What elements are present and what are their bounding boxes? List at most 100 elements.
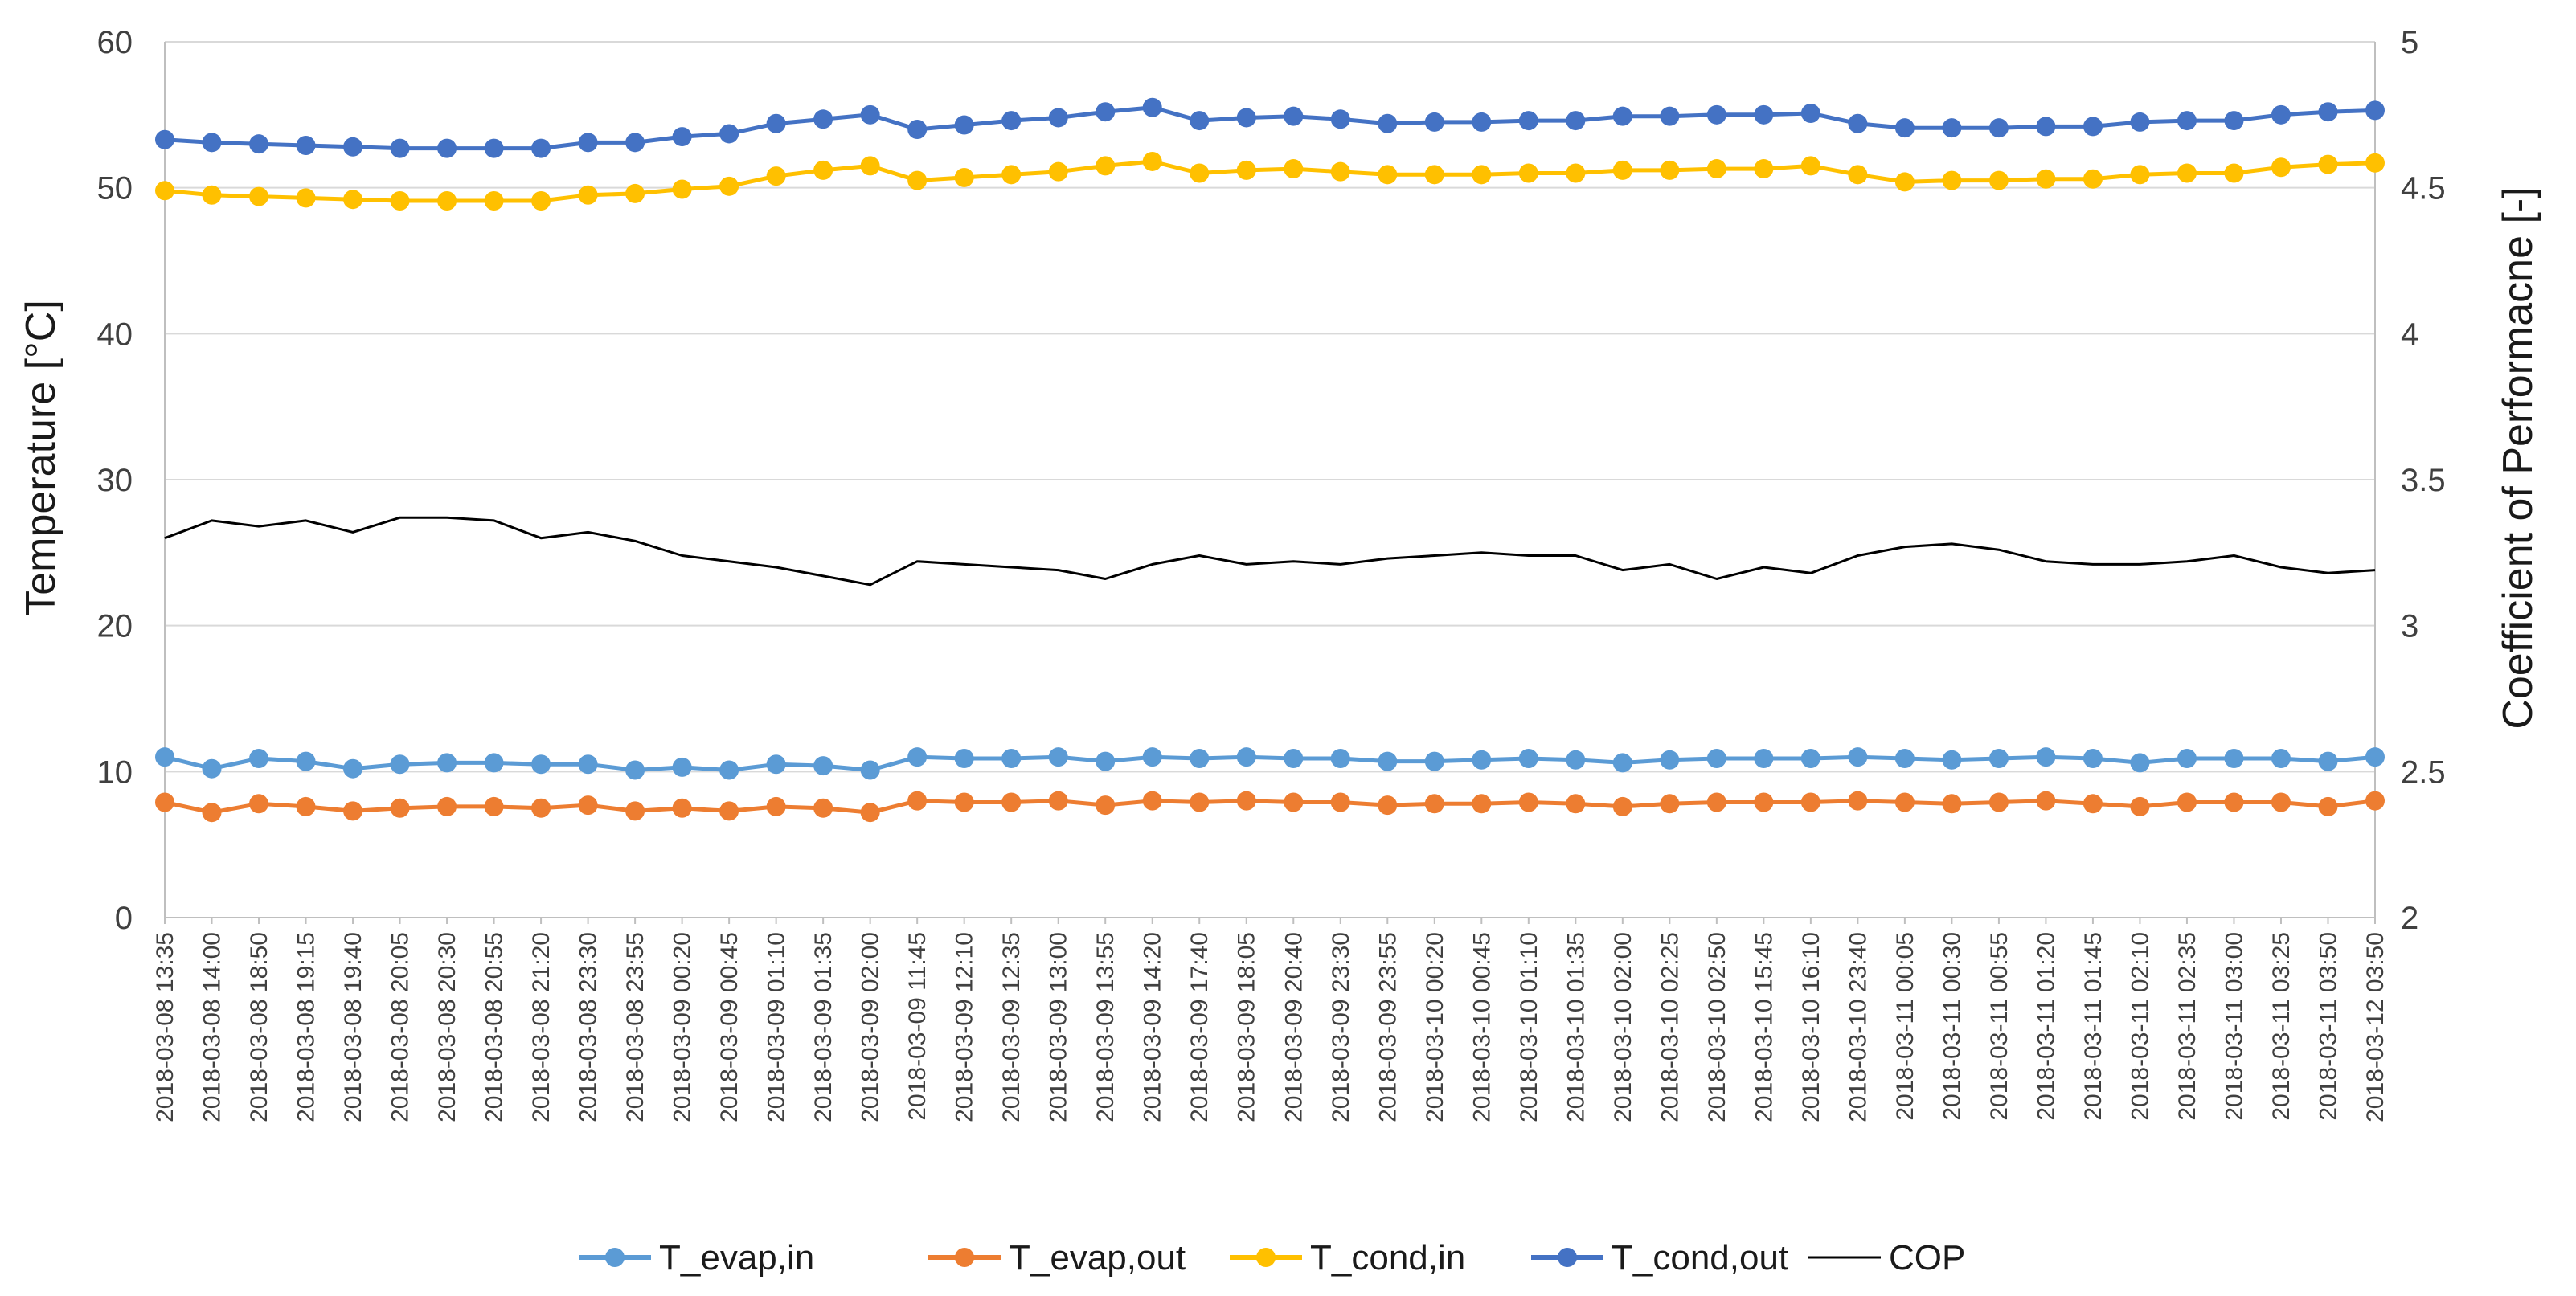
data-point	[1001, 748, 1022, 768]
x-tick-label: 2018-03-11 01:45	[2080, 932, 2107, 1121]
x-tick-label: 2018-03-10 15:45	[1751, 932, 1777, 1122]
data-point	[2177, 163, 2197, 183]
x-tick-label: 2018-03-10 02:50	[1704, 932, 1730, 1122]
data-point	[202, 133, 222, 153]
data-point	[1706, 748, 1726, 768]
data-point	[1424, 165, 1444, 185]
x-tick-label: 2018-03-10 02:25	[1657, 932, 1683, 1122]
legend-item: T_evap,in	[579, 1238, 814, 1278]
x-tick-label: 2018-03-11 02:10	[2127, 932, 2153, 1121]
data-point	[860, 760, 880, 780]
x-tick-label: 2018-03-11 00:30	[1939, 932, 1965, 1121]
data-point	[437, 191, 457, 211]
data-point	[1754, 104, 1774, 125]
data-point	[390, 191, 410, 211]
x-tick-label: 2018-03-11 00:55	[1986, 932, 2013, 1121]
data-point	[2036, 747, 2056, 767]
series-T_evap,out	[155, 791, 2385, 823]
data-point	[202, 803, 222, 823]
data-point	[1988, 792, 2009, 812]
data-point	[249, 748, 269, 768]
data-point	[1754, 792, 1774, 812]
data-point	[1284, 748, 1304, 768]
x-tick-label: 2018-03-09 23:30	[1328, 932, 1354, 1122]
data-point	[625, 760, 645, 780]
data-point	[1942, 750, 1962, 770]
data-point	[1096, 751, 1116, 771]
legend-swatch-marker	[605, 1248, 625, 1267]
data-point	[2224, 748, 2244, 768]
data-point	[1048, 161, 1068, 182]
y-tick-label: 30	[97, 463, 133, 498]
series-line-COP	[164, 516, 2376, 587]
series-T_cond,out	[155, 97, 2385, 158]
data-point	[1096, 156, 1116, 176]
data-point	[860, 803, 880, 823]
data-point	[2365, 791, 2385, 811]
data-point	[1190, 111, 1210, 131]
y2-tick-label: 5	[2401, 25, 2418, 60]
data-point	[1660, 794, 1680, 814]
x-tick-label: 2018-03-12 03:50	[2362, 932, 2389, 1122]
data-point	[296, 796, 316, 816]
data-point	[2130, 796, 2150, 816]
data-point	[2318, 154, 2338, 174]
data-point	[2083, 117, 2103, 137]
data-point	[954, 167, 974, 187]
data-point	[1988, 170, 2009, 190]
x-tick-label: 2018-03-08 20:55	[481, 932, 508, 1122]
data-point	[2365, 747, 2385, 767]
data-point	[2365, 100, 2385, 121]
x-tick-label: 2018-03-09 18:05	[1234, 932, 1260, 1122]
data-point	[343, 758, 363, 779]
data-point	[1942, 170, 1962, 190]
data-point	[2271, 157, 2291, 178]
data-point	[1800, 748, 1820, 768]
data-point	[719, 801, 739, 821]
data-point	[531, 798, 551, 818]
data-point	[2177, 111, 2197, 131]
data-point	[860, 156, 880, 176]
y-axis-ticks: 0 10 20 30 40 50 60	[97, 25, 133, 936]
data-point	[296, 188, 316, 208]
data-point	[2271, 792, 2291, 812]
y2-tick-label: 4	[2401, 317, 2418, 352]
x-tick-label: 2018-03-10 00:20	[1422, 932, 1448, 1122]
data-point	[531, 754, 551, 775]
data-point	[1330, 109, 1350, 129]
data-point	[2036, 169, 2056, 189]
legend-label: T_cond,out	[1612, 1238, 1788, 1278]
data-point	[202, 758, 222, 779]
data-point	[2365, 153, 2385, 173]
data-point	[1988, 748, 2009, 768]
data-point	[1378, 795, 1398, 816]
legend-swatch-marker	[1256, 1248, 1276, 1267]
data-point	[1566, 111, 1586, 131]
data-point	[907, 791, 928, 811]
y-axis-title: Temperature [°C]	[18, 300, 64, 616]
data-point	[1660, 106, 1680, 126]
legend: T_evap,in T_evap,out T_cond,in T_cond,out CO…	[579, 1238, 1965, 1278]
data-point	[625, 133, 645, 153]
series-COP	[164, 516, 2376, 587]
data-point	[625, 183, 645, 203]
data-point	[202, 185, 222, 205]
y-tick-label: 20	[97, 609, 133, 644]
data-point	[155, 747, 174, 767]
data-point	[1848, 165, 1868, 185]
data-point	[484, 753, 504, 773]
y2-tick-label: 2	[2401, 901, 2418, 936]
legend-swatch-marker	[955, 1248, 974, 1267]
data-point	[531, 191, 551, 211]
x-axis-ticks: 2018-03-08 13:35 2018-03-08 14:00 2018-03-…	[152, 918, 2389, 1122]
y2-tick-label: 3	[2401, 609, 2418, 644]
data-point	[1284, 159, 1304, 179]
data-point	[1518, 163, 1538, 183]
x-tick-label: 2018-03-09 12:10	[952, 932, 978, 1122]
data-point	[1236, 747, 1256, 767]
data-point	[719, 176, 739, 196]
data-point	[1472, 165, 1492, 185]
data-point	[2318, 751, 2338, 771]
data-point	[2271, 748, 2291, 768]
data-point	[954, 748, 974, 768]
